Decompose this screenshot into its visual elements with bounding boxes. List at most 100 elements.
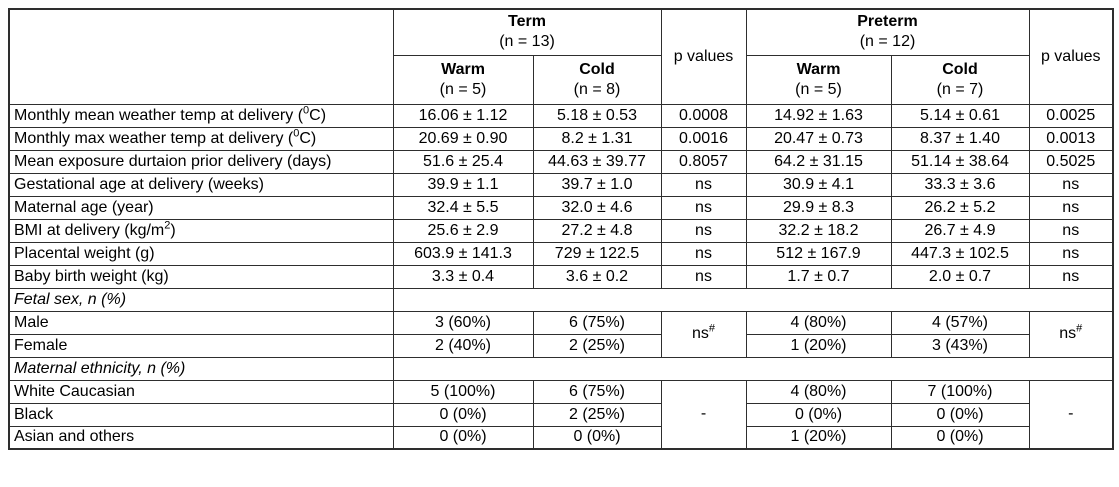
cell-preterm-cold: 8.37 ± 1.40 [890,126,1030,151]
cell-preterm-cold: 51.14 ± 38.64 [890,149,1030,174]
table-row: Gestational age at delivery (weeks) 39.9… [8,172,1114,197]
term-p-values-header: p values [660,8,747,105]
cell-term-cold: 32.0 ± 4.6 [532,195,662,220]
cell-term-warm: 39.9 ± 1.1 [392,172,534,197]
row-label: Maternal age (year) [8,195,394,220]
preterm-group-header: Preterm (n = 12) [745,8,1030,56]
section-label: Maternal ethnicity, n (%) [8,356,394,381]
row-label: Baby birth weight (kg) [8,264,394,289]
cell-preterm-cold: 26.2 ± 5.2 [890,195,1030,220]
row-label: Female [8,333,394,358]
cell-term-warm: 3 (60%) [392,310,534,335]
cell-preterm-warm: 29.9 ± 8.3 [745,195,892,220]
row-label: White Caucasian [8,379,394,404]
cell-preterm-warm: 4 (80%) [745,379,892,404]
cell-term-cold: 2 (25%) [532,402,662,427]
cell-term-p: 0.8057 [660,149,747,174]
cell-term-warm: 603.9 ± 141.3 [392,241,534,266]
section-row-maternal-ethnicity: Maternal ethnicity, n (%) [8,356,1114,381]
cell-term-cold: 6 (75%) [532,310,662,335]
superscript: 0 [293,127,300,140]
cell-term-warm: 32.4 ± 5.5 [392,195,534,220]
section-row-fetal-sex: Fetal sex, n (%) [8,287,1114,312]
data-table: Term (n = 13) p values Preterm (n = 12) … [8,8,1114,450]
row-label: Placental weight (g) [8,241,394,266]
preterm-warm-header: Warm (n = 5) [745,54,892,105]
cell-term-warm: 3.3 ± 0.4 [392,264,534,289]
row-label: BMI at delivery (kg/m2) [8,218,394,243]
cell-preterm-cold: 2.0 ± 0.7 [890,264,1030,289]
cell-term-warm: 51.6 ± 25.4 [392,149,534,174]
row-label: Gestational age at delivery (weeks) [8,172,394,197]
cell-term-warm: 0 (0%) [392,402,534,427]
cell-preterm-p: 0.0013 [1028,126,1114,151]
cell-preterm-p: ns [1028,172,1114,197]
cell-term-cold: 39.7 ± 1.0 [532,172,662,197]
cell-term-warm: 25.6 ± 2.9 [392,218,534,243]
table-row: Mean exposure durtaion prior delivery (d… [8,149,1114,174]
cell-preterm-warm: 512 ± 167.9 [745,241,892,266]
row-label: Mean exposure durtaion prior delivery (d… [8,149,394,174]
header-row-groups: Term (n = 13) p values Preterm (n = 12) … [8,8,1114,105]
row-label: Male [8,310,394,335]
superscript: 0 [303,104,310,117]
cell-term-cold: 0 (0%) [532,425,662,450]
table-row: Baby birth weight (kg) 3.3 ± 0.4 3.6 ± 0… [8,264,1114,289]
cell-preterm-cold: 0 (0%) [890,425,1030,450]
cell-preterm-cold: 5.14 ± 0.61 [890,103,1030,128]
cell-term-p: 0.0008 [660,103,747,128]
cell-term-p: 0.0016 [660,126,747,151]
table-row: Monthly mean weather temp at delivery (0… [8,103,1114,128]
cell-term-p: ns [660,218,747,243]
preterm-n: (n = 12) [859,33,916,51]
cell-preterm-p: 0.0025 [1028,103,1114,128]
cell-term-p-merged: ns# [660,310,747,358]
term-group-header: Term (n = 13) [392,8,662,56]
preterm-title: Preterm [857,13,918,31]
cell-term-cold: 44.63 ± 39.77 [532,149,662,174]
cell-term-p: ns [660,195,747,220]
section-spacer-cell [392,356,1114,381]
cell-preterm-warm: 1 (20%) [745,333,892,358]
superscript: # [1076,322,1083,335]
section-spacer-cell [392,287,1114,312]
cell-preterm-p-merged: ns# [1028,310,1114,358]
cell-term-cold: 5.18 ± 0.53 [532,103,662,128]
cell-term-cold: 3.6 ± 0.2 [532,264,662,289]
header-row-subgroups: Warm (n = 5) Cold (n = 8) Warm (n = 5) C… [9,54,1113,105]
table-row: Placental weight (g) 603.9 ± 141.3 729 ±… [8,241,1114,266]
corner-cell [8,8,394,105]
table-row: Maternal age (year) 32.4 ± 5.5 32.0 ± 4.… [8,195,1114,220]
cell-preterm-warm: 32.2 ± 18.2 [745,218,892,243]
cell-term-cold: 6 (75%) [532,379,662,404]
cell-preterm-p: ns [1028,195,1114,220]
table-row: Black 0 (0%) 2 (25%) 0 (0%) 0 (0%) [8,402,1113,427]
preterm-cold-header: Cold (n = 7) [890,54,1030,105]
cell-term-warm: 0 (0%) [392,425,534,450]
table-row: White Caucasian 5 (100%) 6 (75%) - 4 (80… [8,379,1114,450]
table-row: Monthly max weather temp at delivery (0C… [8,126,1114,151]
cell-preterm-cold: 4 (57%) [890,310,1030,335]
cell-preterm-warm: 4 (80%) [745,310,892,335]
cell-term-warm: 5 (100%) [392,379,534,404]
cell-preterm-p: ns [1028,241,1114,266]
cell-term-p: ns [660,172,747,197]
cell-term-warm: 2 (40%) [392,333,534,358]
superscript: # [708,322,716,335]
cell-preterm-warm: 64.2 ± 31.15 [745,149,892,174]
superscript: 2 [164,219,171,232]
section-label: Fetal sex, n (%) [8,287,394,312]
cell-preterm-warm: 20.47 ± 0.73 [745,126,892,151]
cell-term-p: ns [660,264,747,289]
participant-characteristics-table: Term (n = 13) p values Preterm (n = 12) … [8,8,1114,450]
table-row: Female 2 (40%) 2 (25%) 1 (20%) 3 (43%) [8,333,1113,358]
cell-preterm-warm: 14.92 ± 1.63 [745,103,892,128]
term-cold-header: Cold (n = 8) [532,54,662,105]
cell-term-warm: 20.69 ± 0.90 [392,126,534,151]
cell-preterm-warm: 1.7 ± 0.7 [745,264,892,289]
cell-preterm-cold: 447.3 ± 102.5 [890,241,1030,266]
cell-term-cold: 8.2 ± 1.31 [532,126,662,151]
table-row: Male 3 (60%) 6 (75%) ns# 4 (80%) 4 (57%)… [8,310,1114,358]
cell-preterm-p: ns [1028,264,1114,289]
cell-preterm-p: 0.5025 [1028,149,1114,174]
